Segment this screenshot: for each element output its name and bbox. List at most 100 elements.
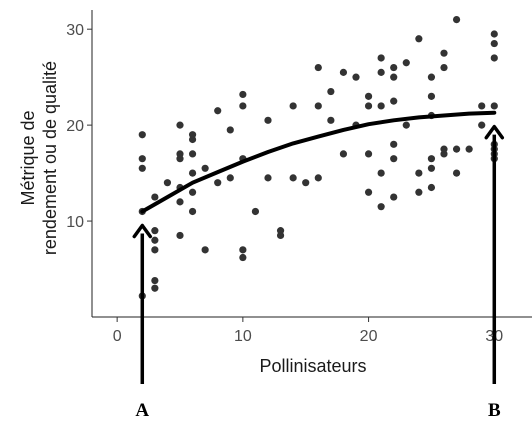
data-point — [151, 276, 159, 285]
y-axis-title-line-1: Métrique de — [18, 110, 38, 205]
y-tick-label: 20 — [66, 118, 84, 135]
data-point — [289, 102, 297, 110]
data-point — [302, 179, 310, 187]
data-point — [327, 116, 335, 124]
data-point — [490, 102, 498, 110]
data-point — [364, 188, 373, 196]
data-point — [452, 15, 461, 24]
data-point — [352, 73, 360, 81]
data-point — [201, 164, 209, 172]
data-point — [415, 35, 423, 43]
data-point — [176, 231, 184, 240]
data-point — [239, 90, 247, 99]
data-point — [151, 236, 159, 244]
data-point — [478, 121, 486, 129]
fit-curve — [140, 110, 497, 214]
data-point — [239, 253, 247, 262]
y-tick-label: 10 — [66, 214, 84, 231]
data-point — [390, 97, 398, 105]
data-point — [427, 164, 436, 172]
data-point — [239, 246, 247, 254]
data-point — [415, 169, 423, 177]
data-point — [402, 121, 410, 129]
x-tick-label: 10 — [234, 328, 252, 345]
data-point — [377, 203, 385, 211]
data-point — [226, 126, 234, 134]
data-point — [151, 227, 159, 235]
data-point — [289, 174, 297, 182]
data-point — [188, 169, 197, 177]
data-point — [201, 246, 209, 254]
data-point — [226, 174, 234, 182]
data-point — [377, 54, 385, 62]
axes — [91, 10, 532, 318]
data-point — [188, 131, 197, 139]
data-point — [339, 150, 348, 158]
data-point — [138, 131, 146, 139]
data-point — [427, 73, 436, 81]
x-axis-title: Pollinisateurs — [259, 356, 366, 376]
data-point — [327, 87, 335, 96]
data-point — [390, 73, 398, 81]
data-point — [478, 102, 486, 110]
annotation-label: A — [135, 400, 149, 421]
data-point — [214, 107, 222, 115]
data-point — [151, 193, 159, 201]
data-point — [314, 174, 322, 182]
tick-labels: 0102030102030 — [66, 22, 503, 345]
data-point — [490, 30, 498, 38]
data-point — [138, 155, 146, 163]
data-point — [440, 63, 448, 72]
data-point — [214, 179, 222, 187]
data-point — [390, 193, 398, 201]
data-point — [188, 188, 197, 196]
y-tick-label: 30 — [66, 22, 84, 39]
x-tick-label: 0 — [113, 328, 122, 345]
data-point — [377, 68, 385, 76]
data-point — [427, 92, 436, 100]
data-point — [314, 63, 322, 72]
data-point — [465, 145, 473, 153]
data-point — [440, 49, 448, 57]
data-point — [276, 227, 285, 235]
data-point — [390, 155, 398, 163]
data-point — [415, 188, 423, 196]
data-point — [188, 150, 197, 158]
data-point — [490, 39, 498, 48]
data-point — [264, 116, 272, 124]
data-point — [427, 183, 436, 192]
data-point — [339, 68, 348, 76]
data-point — [364, 102, 373, 110]
data-point — [440, 145, 448, 153]
data-point — [239, 102, 247, 110]
data-point — [163, 179, 172, 187]
data-point — [314, 102, 322, 110]
data-point — [138, 164, 146, 172]
data-points — [138, 15, 498, 300]
annotation-arrow-head — [132, 223, 153, 239]
data-point — [176, 198, 184, 206]
data-point — [364, 92, 373, 100]
x-tick-label: 20 — [360, 328, 378, 345]
data-point — [151, 246, 159, 254]
data-point — [452, 145, 461, 153]
annotation-arrow-head — [484, 124, 505, 140]
data-point — [390, 140, 398, 148]
data-point — [151, 284, 159, 292]
data-point — [264, 174, 272, 182]
data-point — [377, 102, 385, 110]
data-point — [390, 63, 398, 72]
data-point — [176, 121, 184, 129]
data-point — [188, 207, 197, 216]
data-point — [251, 207, 260, 216]
data-point — [427, 155, 436, 163]
fit-curve-group — [140, 110, 497, 214]
data-point — [490, 54, 498, 62]
data-point — [377, 169, 385, 177]
annotation-label: B — [488, 400, 501, 421]
data-point — [402, 59, 410, 67]
y-axis-title: Métrique de rendement ou de qualité — [18, 61, 60, 255]
data-point — [364, 150, 373, 158]
